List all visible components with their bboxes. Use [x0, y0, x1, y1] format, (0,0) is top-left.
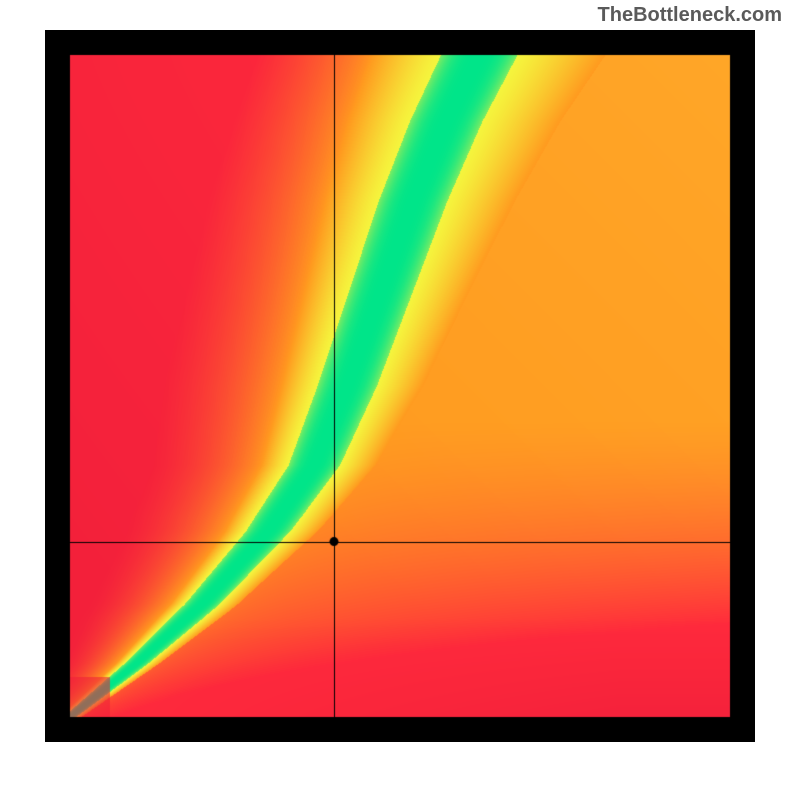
watermark-text: TheBottleneck.com: [598, 4, 782, 27]
heatmap-canvas: [45, 30, 755, 742]
heatmap-plot: [45, 30, 755, 742]
chart-container: TheBottleneck.com: [0, 0, 800, 800]
